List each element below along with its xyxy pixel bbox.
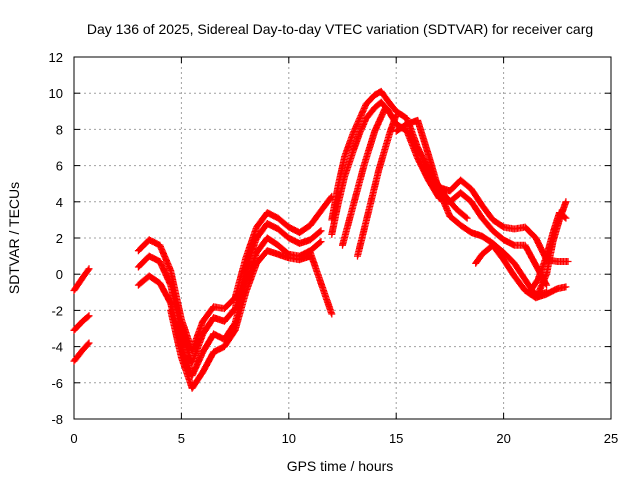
y-tick-label: -4 <box>51 340 63 355</box>
x-axis-label: GPS time / hours <box>287 458 394 474</box>
series-markers <box>134 220 325 367</box>
series-markers <box>306 249 336 318</box>
y-tick-label: 2 <box>56 231 63 246</box>
series-track-17 <box>534 198 570 298</box>
x-tick-label: 0 <box>70 431 77 446</box>
x-tick-label: 10 <box>282 431 296 446</box>
x-tick-label: 25 <box>604 431 618 446</box>
series-markers <box>167 247 314 392</box>
x-tick-label: 15 <box>389 431 403 446</box>
y-tick-label: 0 <box>56 267 63 282</box>
series-track-8 <box>306 249 336 318</box>
series-markers <box>354 111 400 260</box>
series-track-7 <box>167 247 314 392</box>
data-series <box>70 87 572 392</box>
series-track-1 <box>70 265 93 294</box>
y-tick-label: -2 <box>51 303 63 318</box>
series-markers <box>339 104 389 249</box>
y-axis-ticks: -8 -6 -4 -2 0 2 4 6 8 10 12 <box>49 50 611 427</box>
chart-title: Day 136 of 2025, Sidereal Day-to-day VTE… <box>87 21 593 37</box>
y-tick-label: 4 <box>56 195 63 210</box>
series-markers <box>70 312 93 334</box>
series-track-14 <box>420 163 471 222</box>
series-markers <box>420 163 471 222</box>
y-tick-label: -8 <box>51 412 63 427</box>
x-tick-label: 5 <box>178 431 185 446</box>
y-tick-label: 10 <box>49 86 63 101</box>
series-track-12 <box>354 111 400 260</box>
series-markers <box>70 265 93 294</box>
series-track-5 <box>134 220 325 367</box>
series-track-3 <box>70 339 93 365</box>
y-tick-label: 8 <box>56 122 63 137</box>
y-tick-label: 6 <box>56 159 63 174</box>
y-axis-label: SDTVAR / TECUs <box>6 182 22 294</box>
series-track-10 <box>328 98 551 289</box>
x-tick-label: 20 <box>496 431 510 446</box>
series-markers <box>70 339 93 365</box>
series-track-2 <box>70 312 93 334</box>
y-tick-label: 12 <box>49 50 63 65</box>
series-track-11 <box>339 104 389 249</box>
series-markers <box>328 98 551 289</box>
y-tick-label: -6 <box>51 376 63 391</box>
x-axis-ticks: 0 5 10 15 20 25 <box>70 57 618 446</box>
series-markers <box>534 198 570 298</box>
